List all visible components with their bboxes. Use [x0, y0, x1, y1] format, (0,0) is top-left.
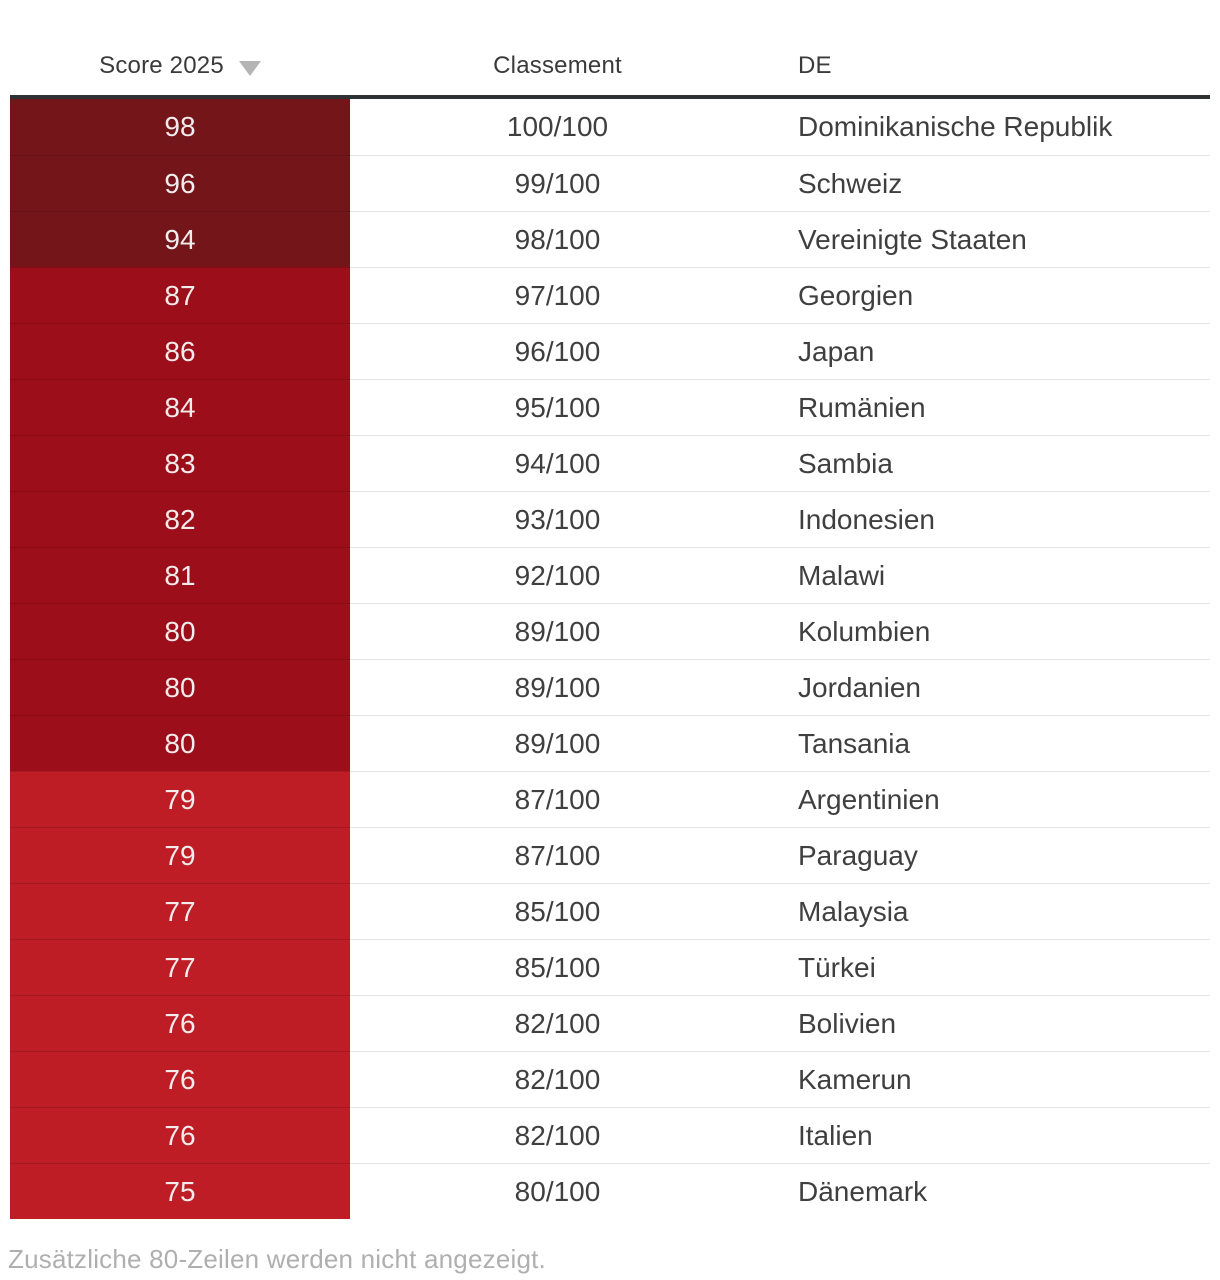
table-row[interactable]: 80 89/100 Kolumbien: [10, 603, 1210, 659]
country-cell: Malaysia: [765, 883, 1210, 939]
classement-cell: 92/100: [350, 547, 765, 603]
column-header-classement[interactable]: Classement: [493, 52, 622, 79]
score-cell: 80: [10, 659, 350, 715]
country-cell: Türkei: [765, 939, 1210, 995]
table-row[interactable]: 83 94/100 Sambia: [10, 435, 1210, 491]
classement-cell: 89/100: [350, 659, 765, 715]
classement-cell: 93/100: [350, 491, 765, 547]
country-cell: Tansania: [765, 715, 1210, 771]
country-cell: Italien: [765, 1107, 1210, 1163]
classement-cell: 85/100: [350, 883, 765, 939]
table-row[interactable]: 80 89/100 Tansania: [10, 715, 1210, 771]
table-row[interactable]: 94 98/100 Vereinigte Staaten: [10, 211, 1210, 267]
score-cell: 76: [10, 995, 350, 1051]
country-cell: Japan: [765, 323, 1210, 379]
table-row[interactable]: 79 87/100 Paraguay: [10, 827, 1210, 883]
classement-cell: 87/100: [350, 827, 765, 883]
score-cell: 86: [10, 323, 350, 379]
table-row[interactable]: 77 85/100 Malaysia: [10, 883, 1210, 939]
country-score-table: Score 2025 Classement DE 98 100/100 Domi…: [10, 0, 1210, 1219]
hidden-rows-note: Zusätzliche 80-Zeilen werden nicht angez…: [8, 1244, 546, 1274]
country-cell: Vereinigte Staaten: [765, 211, 1210, 267]
score-header-label: Score 2025: [99, 52, 224, 79]
score-cell: 76: [10, 1051, 350, 1107]
classement-cell: 94/100: [350, 435, 765, 491]
score-cell: 80: [10, 715, 350, 771]
table-row[interactable]: 76 82/100 Kamerun: [10, 1051, 1210, 1107]
classement-cell: 98/100: [350, 211, 765, 267]
classement-cell: 82/100: [350, 1051, 765, 1107]
classement-cell: 100/100: [350, 99, 765, 155]
column-header-score[interactable]: Score 2025: [10, 52, 350, 80]
classement-cell: 80/100: [350, 1163, 765, 1219]
table-row[interactable]: 77 85/100 Türkei: [10, 939, 1210, 995]
country-cell: Indonesien: [765, 491, 1210, 547]
score-cell: 96: [10, 155, 350, 211]
table-row[interactable]: 87 97/100 Georgien: [10, 267, 1210, 323]
score-cell: 98: [10, 99, 350, 155]
table-top-border: [10, 95, 1210, 99]
country-cell: Kamerun: [765, 1051, 1210, 1107]
score-cell: 77: [10, 883, 350, 939]
classement-cell: 99/100: [350, 155, 765, 211]
table-row[interactable]: 80 89/100 Jordanien: [10, 659, 1210, 715]
score-cell: 94: [10, 211, 350, 267]
score-cell: 75: [10, 1163, 350, 1219]
score-cell: 77: [10, 939, 350, 995]
country-cell: Bolivien: [765, 995, 1210, 1051]
country-cell: Schweiz: [765, 155, 1210, 211]
classement-cell: 96/100: [350, 323, 765, 379]
classement-cell: 89/100: [350, 603, 765, 659]
classement-cell: 95/100: [350, 379, 765, 435]
score-cell: 87: [10, 267, 350, 323]
score-cell: 81: [10, 547, 350, 603]
sort-desc-icon: [238, 60, 261, 76]
table-row[interactable]: 96 99/100 Schweiz: [10, 155, 1210, 211]
country-cell: Dominikanische Republik: [765, 99, 1210, 155]
table-row[interactable]: 75 80/100 Dänemark: [10, 1163, 1210, 1219]
classement-cell: 82/100: [350, 995, 765, 1051]
table-row[interactable]: 84 95/100 Rumänien: [10, 379, 1210, 435]
classement-cell: 97/100: [350, 267, 765, 323]
column-header-language-de[interactable]: DE: [798, 52, 832, 79]
classement-cell: 85/100: [350, 939, 765, 995]
table-row[interactable]: 76 82/100 Bolivien: [10, 995, 1210, 1051]
table-header-row: Score 2025 Classement DE: [10, 0, 1210, 95]
country-cell: Jordanien: [765, 659, 1210, 715]
table-row[interactable]: 86 96/100 Japan: [10, 323, 1210, 379]
country-cell: Sambia: [765, 435, 1210, 491]
country-cell: Rumänien: [765, 379, 1210, 435]
country-cell: Kolumbien: [765, 603, 1210, 659]
classement-cell: 87/100: [350, 771, 765, 827]
score-cell: 79: [10, 771, 350, 827]
table-row[interactable]: 81 92/100 Malawi: [10, 547, 1210, 603]
country-cell: Dänemark: [765, 1163, 1210, 1219]
table-row[interactable]: 98 100/100 Dominikanische Republik: [10, 99, 1210, 155]
score-cell: 83: [10, 435, 350, 491]
classement-cell: 89/100: [350, 715, 765, 771]
table-row[interactable]: 76 82/100 Italien: [10, 1107, 1210, 1163]
country-cell: Argentinien: [765, 771, 1210, 827]
table-body: 98 100/100 Dominikanische Republik 96 99…: [10, 99, 1210, 1219]
score-cell: 79: [10, 827, 350, 883]
country-cell: Georgien: [765, 267, 1210, 323]
score-cell: 76: [10, 1107, 350, 1163]
score-cell: 84: [10, 379, 350, 435]
country-cell: Paraguay: [765, 827, 1210, 883]
table-row[interactable]: 79 87/100 Argentinien: [10, 771, 1210, 827]
country-cell: Malawi: [765, 547, 1210, 603]
score-cell: 80: [10, 603, 350, 659]
score-cell: 82: [10, 491, 350, 547]
table-row[interactable]: 82 93/100 Indonesien: [10, 491, 1210, 547]
classement-cell: 82/100: [350, 1107, 765, 1163]
